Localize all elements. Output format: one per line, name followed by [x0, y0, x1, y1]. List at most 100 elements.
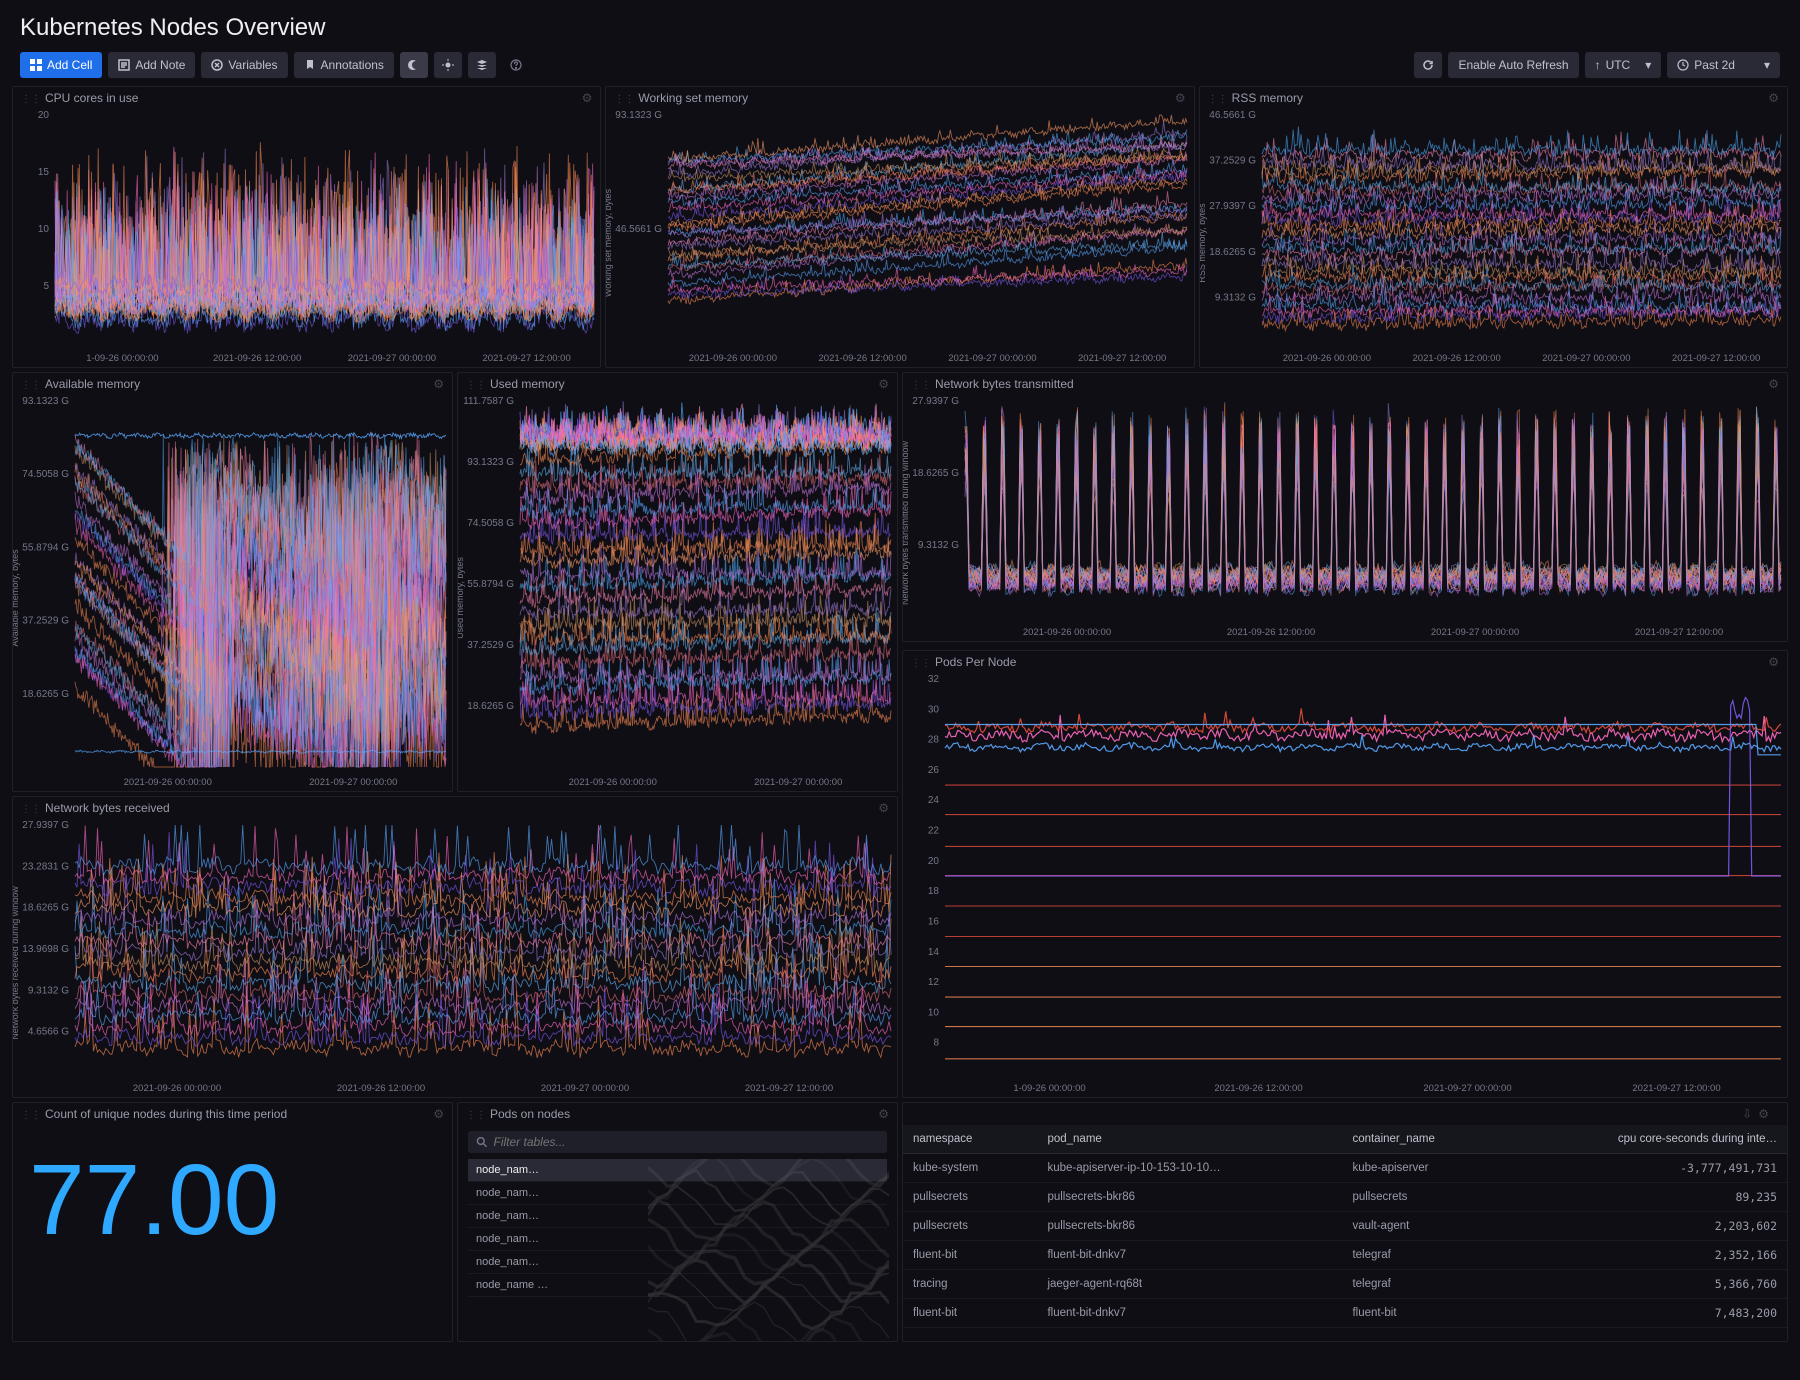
gear-icon[interactable]: ⚙ — [1175, 91, 1186, 105]
unique-nodes-value: 77.00 — [13, 1125, 452, 1275]
chart-title: Available memory — [45, 377, 140, 391]
dark-mode-button[interactable] — [400, 52, 428, 78]
add-cell-label: Add Cell — [47, 58, 92, 72]
svg-text:5: 5 — [43, 281, 49, 292]
svg-text:26: 26 — [928, 765, 940, 776]
chevron-down-icon: ▾ — [1645, 58, 1651, 72]
svg-text:28: 28 — [928, 735, 940, 746]
cpu-chart-cell: ⋮⋮CPU cores in use⚙ 51015201-09-26 00:00… — [12, 86, 601, 368]
timerange-select[interactable]: Past 2d▾ — [1667, 52, 1780, 78]
svg-text:93.1323 G: 93.1323 G — [22, 396, 69, 407]
svg-text:2021-09-26 12:00:00: 2021-09-26 12:00:00 — [1214, 1083, 1302, 1094]
table-row[interactable]: fluent-bitfluent-bit-dnkv7telegraf2,352,… — [903, 1241, 1787, 1270]
gear-icon[interactable]: ⚙ — [433, 377, 444, 391]
table-row[interactable]: pullsecretspullsecrets-bkr86pullsecrets8… — [903, 1183, 1787, 1212]
add-note-button[interactable]: Add Note — [108, 52, 195, 78]
svg-text:2021-09-26 00:00:00: 2021-09-26 00:00:00 — [1282, 353, 1370, 364]
svg-text:2021-09-27 12:00:00: 2021-09-27 12:00:00 — [1672, 353, 1760, 364]
chart-title: Pods Per Node — [935, 655, 1016, 669]
gear-icon[interactable]: ⚙ — [1768, 655, 1779, 669]
refresh-button[interactable] — [1414, 52, 1442, 78]
gear-icon[interactable]: ⚙ — [878, 377, 889, 391]
gear-icon[interactable]: ⚙ — [878, 801, 889, 815]
gear-icon[interactable]: ⚙ — [1768, 91, 1779, 105]
nodelist-bg-art — [648, 1159, 889, 1342]
svg-text:2021-09-27 00:00:00: 2021-09-27 00:00:00 — [1423, 1083, 1511, 1094]
table-row[interactable]: tracingjaeger-agent-rq68ttelegraf5,366,7… — [903, 1270, 1787, 1299]
pods-on-nodes-cell: ⋮⋮Pods on nodes⚙ node_nam…node_nam…node_… — [457, 1102, 898, 1342]
svg-text:93.1323 G: 93.1323 G — [616, 110, 663, 121]
drag-handle-icon[interactable]: ⋮⋮ — [614, 94, 634, 105]
table-header[interactable]: container_name — [1342, 1125, 1504, 1154]
table-row[interactable]: kube-systemkube-apiserver-ip-10-153-10-1… — [903, 1154, 1787, 1183]
timezone-select[interactable]: ↑UTC▾ — [1585, 52, 1662, 78]
svg-text:111.7587 G: 111.7587 G — [463, 396, 514, 407]
svg-text:2021-09-27 00:00:00: 2021-09-27 00:00:00 — [949, 353, 1037, 364]
auto-refresh-button[interactable]: Enable Auto Refresh — [1448, 52, 1578, 78]
drag-handle-icon[interactable]: ⋮⋮ — [466, 380, 486, 391]
svg-text:37.2529 G: 37.2529 G — [1209, 156, 1256, 167]
sort-icon: ↑ — [1595, 58, 1601, 72]
table-row[interactable]: fluent-bitfluent-bit-dnkv7fluent-bit7,48… — [903, 1299, 1787, 1328]
svg-text:10: 10 — [928, 1007, 940, 1018]
chart-title: Network bytes transmitted — [935, 377, 1074, 391]
svg-text:74.5058 G: 74.5058 G — [467, 518, 514, 529]
gear-icon[interactable]: ⚙ — [1768, 377, 1779, 391]
annotations-button[interactable]: Annotations — [294, 52, 394, 78]
dashboard-grid: ⋮⋮CPU cores in use⚙ 51015201-09-26 00:00… — [0, 86, 1800, 1342]
variables-label: Variables — [228, 58, 277, 72]
table-header[interactable]: pod_name — [1037, 1125, 1342, 1154]
rss-chart-cell: ⋮⋮RSS memory⚙ 9.3132 G18.6265 G27.9397 G… — [1199, 86, 1788, 368]
svg-text:2021-09-27 00:00:00: 2021-09-27 00:00:00 — [1542, 353, 1630, 364]
svg-text:10: 10 — [38, 224, 50, 235]
download-icon[interactable]: ⇩ — [1742, 1107, 1752, 1121]
svg-text:2021-09-26 00:00:00: 2021-09-26 00:00:00 — [124, 777, 212, 788]
drag-handle-icon[interactable]: ⋮⋮ — [21, 1110, 41, 1121]
toolbar: Add Cell Add Note Variables Annotations … — [0, 52, 1800, 86]
used-chart-cell: ⋮⋮Used memory⚙ 18.6265 G37.2529 G55.8794… — [457, 372, 898, 792]
drag-handle-icon[interactable]: ⋮⋮ — [911, 658, 931, 669]
drag-handle-icon[interactable]: ⋮⋮ — [466, 1110, 486, 1121]
variables-button[interactable]: Variables — [201, 52, 287, 78]
chart-title: Count of unique nodes during this time p… — [45, 1107, 287, 1121]
add-cell-button[interactable]: Add Cell — [20, 52, 102, 78]
table-row[interactable]: pullsecretspullsecrets-bkr86vault-agent2… — [903, 1212, 1787, 1241]
svg-text:37.2529 G: 37.2529 G — [467, 640, 514, 651]
svg-text:18.6265 G: 18.6265 G — [1209, 247, 1256, 258]
presentation-button[interactable] — [468, 52, 496, 78]
svg-text:14: 14 — [928, 947, 940, 958]
svg-text:18.6265 G: 18.6265 G — [467, 701, 514, 712]
clock-icon — [1677, 59, 1689, 71]
filter-input-wrapper — [468, 1131, 887, 1153]
help-button[interactable] — [502, 52, 530, 78]
table-header[interactable]: cpu core-seconds during inte… — [1504, 1125, 1787, 1154]
table-header[interactable]: namespace — [903, 1125, 1037, 1154]
auto-refresh-label: Enable Auto Refresh — [1458, 58, 1568, 72]
drag-handle-icon[interactable]: ⋮⋮ — [21, 804, 41, 815]
svg-text:15: 15 — [38, 167, 50, 178]
drag-handle-icon[interactable]: ⋮⋮ — [1208, 94, 1228, 105]
light-mode-button[interactable] — [434, 52, 462, 78]
annotations-label: Annotations — [321, 58, 384, 72]
add-note-label: Add Note — [135, 58, 185, 72]
svg-text:22: 22 — [928, 826, 940, 837]
drag-handle-icon[interactable]: ⋮⋮ — [21, 380, 41, 391]
svg-text:2021-09-27 00:00:00: 2021-09-27 00:00:00 — [348, 353, 436, 364]
svg-text:37.2529 G: 37.2529 G — [22, 616, 69, 627]
svg-text:13.9698 G: 13.9698 G — [22, 944, 69, 955]
svg-text:9.3132 G: 9.3132 G — [1215, 292, 1256, 303]
gear-icon[interactable]: ⚙ — [582, 91, 593, 105]
svg-text:30: 30 — [928, 704, 940, 715]
gear-icon[interactable]: ⚙ — [433, 1107, 444, 1121]
filter-input[interactable] — [493, 1135, 879, 1149]
svg-text:2021-09-26 12:00:00: 2021-09-26 12:00:00 — [337, 1083, 425, 1094]
gear-icon[interactable]: ⚙ — [1758, 1107, 1769, 1121]
svg-text:2021-09-26 00:00:00: 2021-09-26 00:00:00 — [1023, 627, 1111, 638]
pods-chart-cell: ⋮⋮Pods Per Node⚙ 81012141618202224262830… — [902, 650, 1788, 1098]
svg-text:24: 24 — [928, 795, 940, 806]
drag-handle-icon[interactable]: ⋮⋮ — [21, 94, 41, 105]
gear-icon[interactable]: ⚙ — [878, 1107, 889, 1121]
svg-text:46.5661 G: 46.5661 G — [616, 224, 663, 235]
wsmem-chart-cell: ⋮⋮Working set memory⚙ 46.5661 G93.1323 G… — [605, 86, 1194, 368]
drag-handle-icon[interactable]: ⋮⋮ — [911, 380, 931, 391]
